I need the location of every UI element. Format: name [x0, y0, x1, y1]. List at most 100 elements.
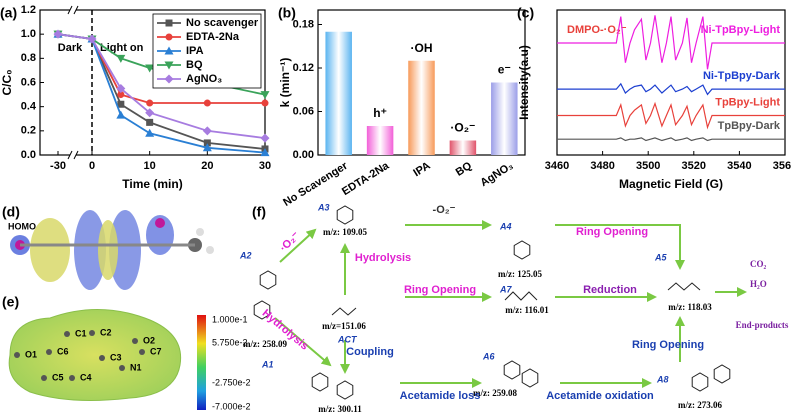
step-label: Acetamide oxidation: [546, 390, 654, 402]
legend-label: BQ: [186, 59, 203, 71]
axis-break: [70, 6, 76, 14]
legend-label: EDTA-2Na: [186, 31, 240, 43]
x-tick-label: EDTA-2Na: [340, 159, 392, 198]
compound-mz: m/z: 118.03: [668, 302, 712, 312]
axis-break: [70, 151, 76, 159]
bar: [408, 60, 435, 155]
x-tick-label: BQ: [454, 160, 475, 179]
panel-title: HOMO: [8, 221, 36, 231]
compound-id: A7: [499, 284, 512, 294]
colorbar-label: -2.750e-2: [212, 377, 251, 387]
ring: [336, 205, 354, 225]
data-point: [145, 64, 155, 73]
pathway-arrows: [274, 220, 747, 388]
compound-mz: m/z: 300.11: [318, 404, 362, 414]
data-point: [202, 126, 212, 136]
atom-label: C3: [110, 352, 122, 362]
data-point: [146, 118, 154, 126]
x-tick-label: 3520: [682, 160, 706, 172]
compound-mz: m/z: 116.01: [505, 305, 549, 315]
x-axis-label: Time (min): [122, 177, 182, 191]
series-line: [557, 15, 785, 70]
annotation: Dark: [58, 42, 83, 54]
atom-label: C1: [75, 328, 87, 338]
series-label: Ni-TpBpy-Light: [701, 24, 781, 36]
data-point: [145, 108, 155, 118]
y-axis-label: Intensity(a.u): [517, 45, 531, 120]
axis-break: [73, 5, 79, 15]
compound-id: A6: [482, 351, 495, 361]
x-tick-label: No Scavenger: [281, 159, 350, 208]
step-label: ·O₂⁻: [278, 229, 303, 254]
atom: [139, 349, 145, 355]
compound-id: A2: [239, 250, 252, 260]
atom-label: C2: [100, 327, 112, 337]
y-tick-label: 0.8: [21, 52, 36, 64]
x-tick-label: 30: [259, 160, 271, 172]
compound-id: A3: [317, 202, 330, 212]
legend-label: No scavenger: [186, 17, 259, 29]
data-point: [53, 29, 63, 39]
y-tick-label: 1.2: [21, 4, 36, 16]
data-point: [164, 74, 174, 84]
compound-mz: m/z=151.06: [322, 321, 366, 331]
bar: [325, 31, 352, 155]
data-point: [145, 128, 155, 137]
step-label: Ring Opening: [632, 339, 704, 351]
panel-label: (d): [2, 204, 20, 220]
atom: [64, 331, 70, 337]
step-label: Acetamide loss: [400, 390, 481, 402]
data-point: [260, 148, 270, 157]
x-tick-label: -30: [50, 160, 66, 172]
x-axis-label: Magnetic Field (G): [619, 177, 723, 191]
chain: [667, 282, 701, 291]
series-label: TpBpy-Dark: [718, 120, 781, 132]
atom-label: C6: [57, 346, 69, 356]
colorbar-label: 5.750e-2: [212, 337, 248, 347]
atom: [69, 375, 75, 381]
compound-mz: m/z: 109.05: [323, 227, 367, 237]
compound-id: A8: [656, 374, 669, 384]
y-tick-label: 0.0: [21, 149, 36, 161]
compound-id: A1: [261, 359, 274, 369]
y-tick-label: 0.00: [293, 149, 314, 161]
y-tick-label: 0.12: [293, 62, 314, 74]
data-point: [260, 91, 270, 100]
y-tick-label: 0.2: [21, 125, 36, 137]
compound-mz: m/z: 258.09: [243, 339, 287, 349]
panel-label: (c): [517, 5, 534, 21]
series-line: [557, 82, 785, 96]
atom: [132, 338, 138, 344]
axis-break: [67, 150, 73, 160]
y-tick-label: 1.0: [21, 28, 36, 40]
bar-label: ·OH: [411, 41, 433, 55]
x-tick-label: 3480: [590, 160, 614, 172]
compound-id: A4: [499, 221, 512, 231]
step-label: -O₂⁻: [433, 204, 456, 216]
atom-label: C7: [150, 346, 162, 356]
data-point: [117, 91, 125, 99]
series-line: [557, 101, 785, 130]
ring: [503, 360, 521, 380]
series-line: [557, 137, 785, 142]
esp-surface: [8, 308, 182, 401]
annotation: DMPO-·O₂⁻: [567, 24, 627, 36]
panel-label: (f): [252, 204, 266, 220]
data-point: [165, 19, 173, 27]
bar: [366, 126, 394, 155]
y-tick-label: 0.6: [21, 76, 36, 88]
panel-label: (b): [278, 5, 296, 21]
colorbar: [197, 315, 206, 410]
compound-mz: m/z: 259.08: [473, 388, 517, 398]
x-tick-label: AgNO₃: [478, 160, 515, 189]
x-tick-label: 20: [201, 160, 213, 172]
bar-label: e⁻: [498, 63, 511, 77]
ring: [691, 372, 709, 392]
axis-break: [73, 150, 79, 160]
data-point: [260, 133, 270, 143]
ring: [713, 364, 731, 384]
bar: [449, 140, 477, 155]
ring: [336, 380, 354, 400]
data-point: [146, 99, 154, 107]
